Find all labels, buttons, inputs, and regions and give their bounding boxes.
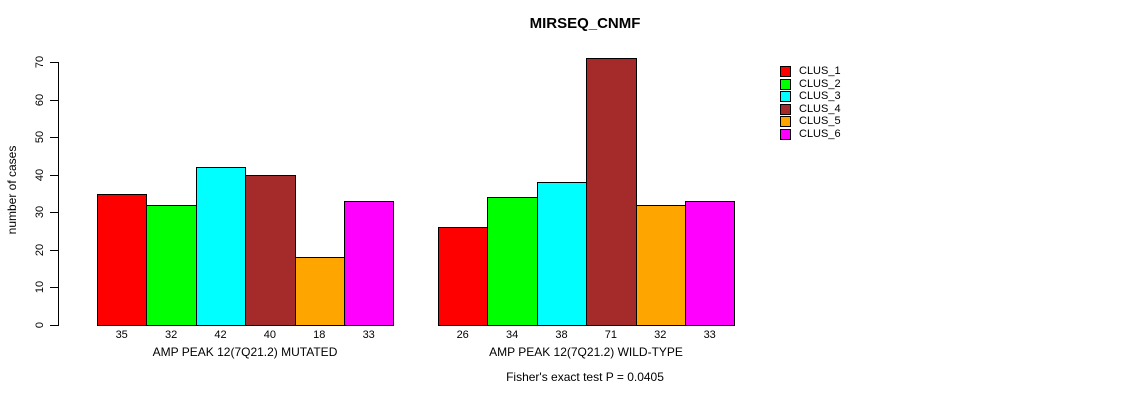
legend-swatch-clus_5 bbox=[780, 116, 791, 128]
legend-label-clus_1: CLUS_1 bbox=[799, 65, 841, 77]
bar-value-label: 38 bbox=[555, 329, 568, 341]
bar-value-label: 33 bbox=[362, 329, 375, 341]
bar-value-label: 33 bbox=[703, 329, 716, 341]
bar-value-label: 34 bbox=[505, 329, 519, 341]
group-label-wild-type: AMP PEAK 12(7Q21.2) WILD-TYPE bbox=[489, 345, 683, 359]
y-tick-mark bbox=[50, 137, 58, 139]
y-tick-label: 0 bbox=[34, 321, 46, 329]
bar-value-label: 40 bbox=[263, 329, 277, 341]
y-tick-mark bbox=[50, 99, 58, 101]
bar-group2-clus_6 bbox=[685, 201, 736, 326]
bar-group1-clus_5 bbox=[294, 257, 345, 326]
y-tick-mark bbox=[50, 62, 58, 63]
bar-group2-clus_1 bbox=[438, 227, 489, 326]
y-tick-label: 50 bbox=[34, 131, 46, 144]
legend-swatch-clus_4 bbox=[780, 103, 791, 115]
group-label-mutated: AMP PEAK 12(7Q21.2) MUTATED bbox=[152, 345, 338, 359]
y-tick-mark bbox=[50, 249, 58, 251]
chart-title: MIRSEQ_CNMF bbox=[529, 15, 641, 32]
bar-value-label: 26 bbox=[456, 329, 469, 341]
bar-group1-clus_4 bbox=[245, 174, 296, 326]
bar-group1-clus_3 bbox=[195, 167, 247, 326]
y-tick-label: 40 bbox=[34, 168, 46, 181]
legend-label-clus_6: CLUS_6 bbox=[799, 128, 841, 140]
bar-group1-clus_1 bbox=[97, 193, 148, 326]
bar-group2-clus_2 bbox=[487, 197, 538, 326]
footnote-fisher-test: Fisher's exact test P = 0.0405 bbox=[506, 370, 664, 384]
bar-group2-clus_3 bbox=[536, 182, 588, 326]
y-tick-label: 70 bbox=[34, 55, 46, 69]
y-tick-label: 30 bbox=[34, 206, 46, 219]
y-tick-label: 10 bbox=[34, 281, 46, 294]
y-axis-line bbox=[58, 62, 59, 326]
legend-label-clus_2: CLUS_2 bbox=[799, 77, 841, 90]
y-tick-mark bbox=[50, 212, 58, 214]
legend-label-clus_3: CLUS_3 bbox=[799, 90, 841, 103]
legend-swatch-clus_6 bbox=[780, 129, 791, 140]
bar-group2-clus_4 bbox=[586, 58, 637, 326]
bar-group1-clus_2 bbox=[146, 204, 197, 326]
y-tick-mark bbox=[50, 174, 58, 176]
bar-value-label: 18 bbox=[313, 329, 326, 341]
bar-value-label: 71 bbox=[604, 329, 618, 341]
y-tick-mark bbox=[50, 325, 58, 326]
bar-value-label: 42 bbox=[214, 329, 227, 341]
legend-swatch-clus_1 bbox=[780, 66, 791, 77]
bar-value-label: 32 bbox=[164, 329, 178, 341]
legend-label-clus_4: CLUS_4 bbox=[799, 102, 841, 115]
bar-group1-clus_6 bbox=[344, 201, 395, 326]
y-tick-label: 20 bbox=[34, 243, 46, 256]
legend-label-clus_5: CLUS_5 bbox=[799, 115, 841, 128]
bar-value-label: 35 bbox=[115, 329, 128, 341]
bar-group2-clus_5 bbox=[635, 204, 686, 326]
legend-swatch-clus_2 bbox=[780, 78, 791, 90]
legend-swatch-clus_3 bbox=[780, 91, 791, 103]
y-axis-label: number of cases bbox=[5, 145, 19, 235]
bar-value-label: 32 bbox=[654, 329, 667, 341]
y-tick-mark bbox=[50, 287, 58, 289]
y-tick-label: 60 bbox=[34, 93, 46, 106]
